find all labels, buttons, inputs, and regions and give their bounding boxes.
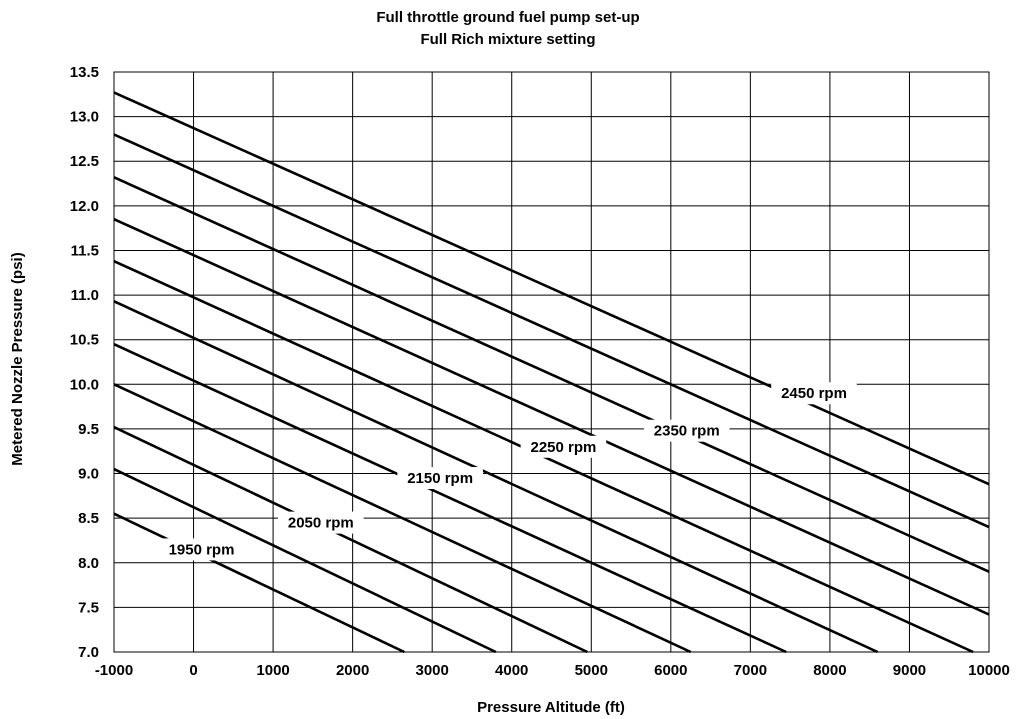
series-line-5 (113, 343, 787, 654)
series-line-2 (113, 467, 497, 654)
series-label-1: 1950 rpm (169, 541, 235, 558)
series-line-1 (113, 512, 405, 654)
y-tick-label: 10.0 (70, 376, 99, 393)
x-tick-label: -1000 (95, 662, 133, 679)
chart-title: Full throttle ground fuel pump set-up (376, 9, 639, 26)
y-axis-label: Metered Nozzle Pressure (psi) (9, 252, 26, 465)
x-tick-label: 1000 (256, 662, 289, 679)
y-tick-label: 11.0 (71, 287, 99, 304)
x-tick-label: 3000 (415, 662, 448, 679)
series-label-6: 2450 rpm (781, 385, 847, 402)
series-label-2: 2050 rpm (288, 515, 354, 532)
x-tick-label: 10000 (968, 662, 1010, 679)
x-tick-labels: -1000 0 1000 2000 3000 4000 5000 6000 7000 8000 90… (95, 662, 1010, 679)
x-tick-label: 7000 (734, 662, 767, 679)
series-label-bg (771, 382, 857, 405)
series-label-5: 2350 rpm (654, 423, 720, 440)
series-label-bg (643, 419, 730, 442)
y-tick-label: 13.0 (70, 109, 99, 126)
y-tick-label: 12.5 (70, 153, 99, 170)
series-line-11 (113, 91, 990, 486)
x-tick-label: 4000 (495, 662, 528, 679)
series-line-9 (113, 176, 990, 573)
series-label-bg (397, 467, 483, 489)
series-line-6 (113, 300, 879, 654)
y-tick-label: 9.0 (78, 466, 99, 483)
series-line-3 (113, 425, 588, 654)
x-tick-label: 6000 (654, 662, 687, 679)
x-axis-label: Pressure Altitude (ft) (477, 699, 625, 716)
series-line-4 (113, 383, 692, 654)
series-label-4: 2250 rpm (530, 439, 596, 456)
series-line-8 (113, 218, 990, 616)
series-labels: 1950 rpm 2050 rpm 2150 rpm 2250 rpm 2350 rpm… (158, 382, 857, 561)
x-tick-label: 9000 (893, 662, 926, 679)
series-label-bg (278, 511, 364, 534)
x-tick-label: 0 (189, 662, 197, 679)
y-tick-label: 8.0 (78, 555, 99, 572)
series-label-bg (520, 435, 607, 458)
x-tick-label: 8000 (813, 662, 846, 679)
chart-subtitle: Full Rich mixture setting (420, 31, 595, 48)
x-tick-label: 5000 (575, 662, 608, 679)
x-tick-label: 2000 (336, 662, 369, 679)
series-label-3: 2150 rpm (407, 470, 473, 487)
y-tick-label: 9.5 (78, 421, 99, 438)
y-tick-label: 11.5 (71, 242, 99, 259)
series-line-10 (113, 133, 990, 529)
series-lines (113, 91, 990, 654)
y-tick-label: 12.0 (70, 198, 99, 215)
y-tick-label: 7.5 (78, 599, 99, 616)
y-tick-labels: 7.0 7.5 8.0 8.5 9.0 9.5 10.0 10.5 11.0 11.5 12.0 12… (70, 64, 99, 661)
y-tick-label: 8.5 (78, 510, 99, 527)
y-tick-label: 7.0 (78, 644, 99, 661)
y-tick-label: 10.5 (70, 332, 99, 349)
series-label-bg (158, 538, 245, 561)
plot-frame (113, 71, 990, 653)
y-tick-label: 13.5 (70, 64, 99, 81)
